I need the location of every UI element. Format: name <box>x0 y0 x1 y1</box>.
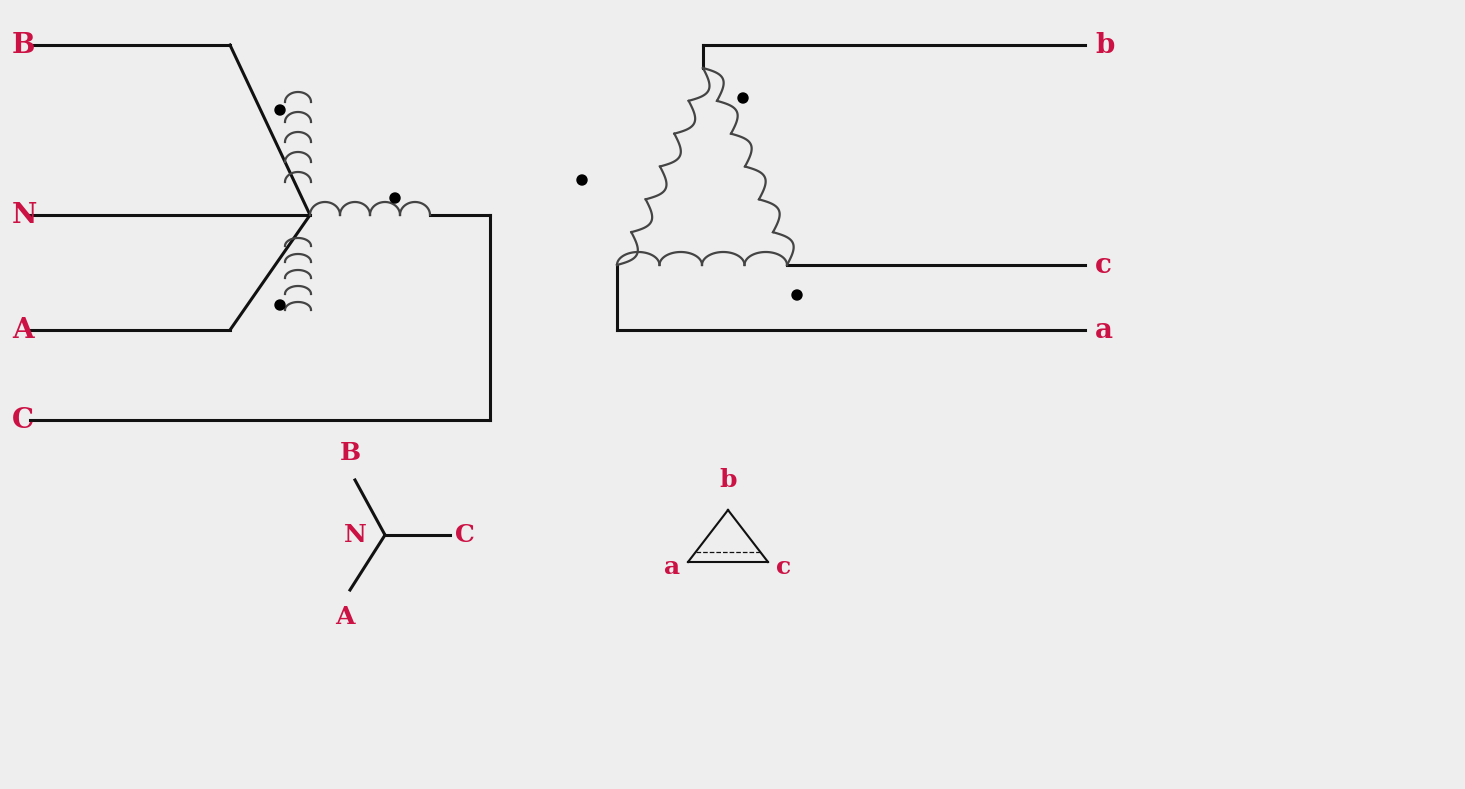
Text: c: c <box>1094 252 1112 279</box>
Text: c: c <box>776 555 791 579</box>
Text: N: N <box>344 523 368 547</box>
Text: a: a <box>664 555 680 579</box>
Circle shape <box>738 93 749 103</box>
Text: b: b <box>719 468 737 492</box>
Text: C: C <box>12 406 34 433</box>
Circle shape <box>793 290 801 300</box>
Text: A: A <box>12 316 34 343</box>
Text: a: a <box>1094 316 1113 343</box>
Text: A: A <box>335 605 355 629</box>
Text: B: B <box>340 441 360 465</box>
Text: N: N <box>12 201 38 229</box>
Text: C: C <box>456 523 475 547</box>
Text: B: B <box>12 32 35 58</box>
Circle shape <box>577 175 587 185</box>
Circle shape <box>275 105 286 115</box>
Circle shape <box>390 193 400 203</box>
Circle shape <box>275 300 286 310</box>
Text: b: b <box>1094 32 1115 58</box>
